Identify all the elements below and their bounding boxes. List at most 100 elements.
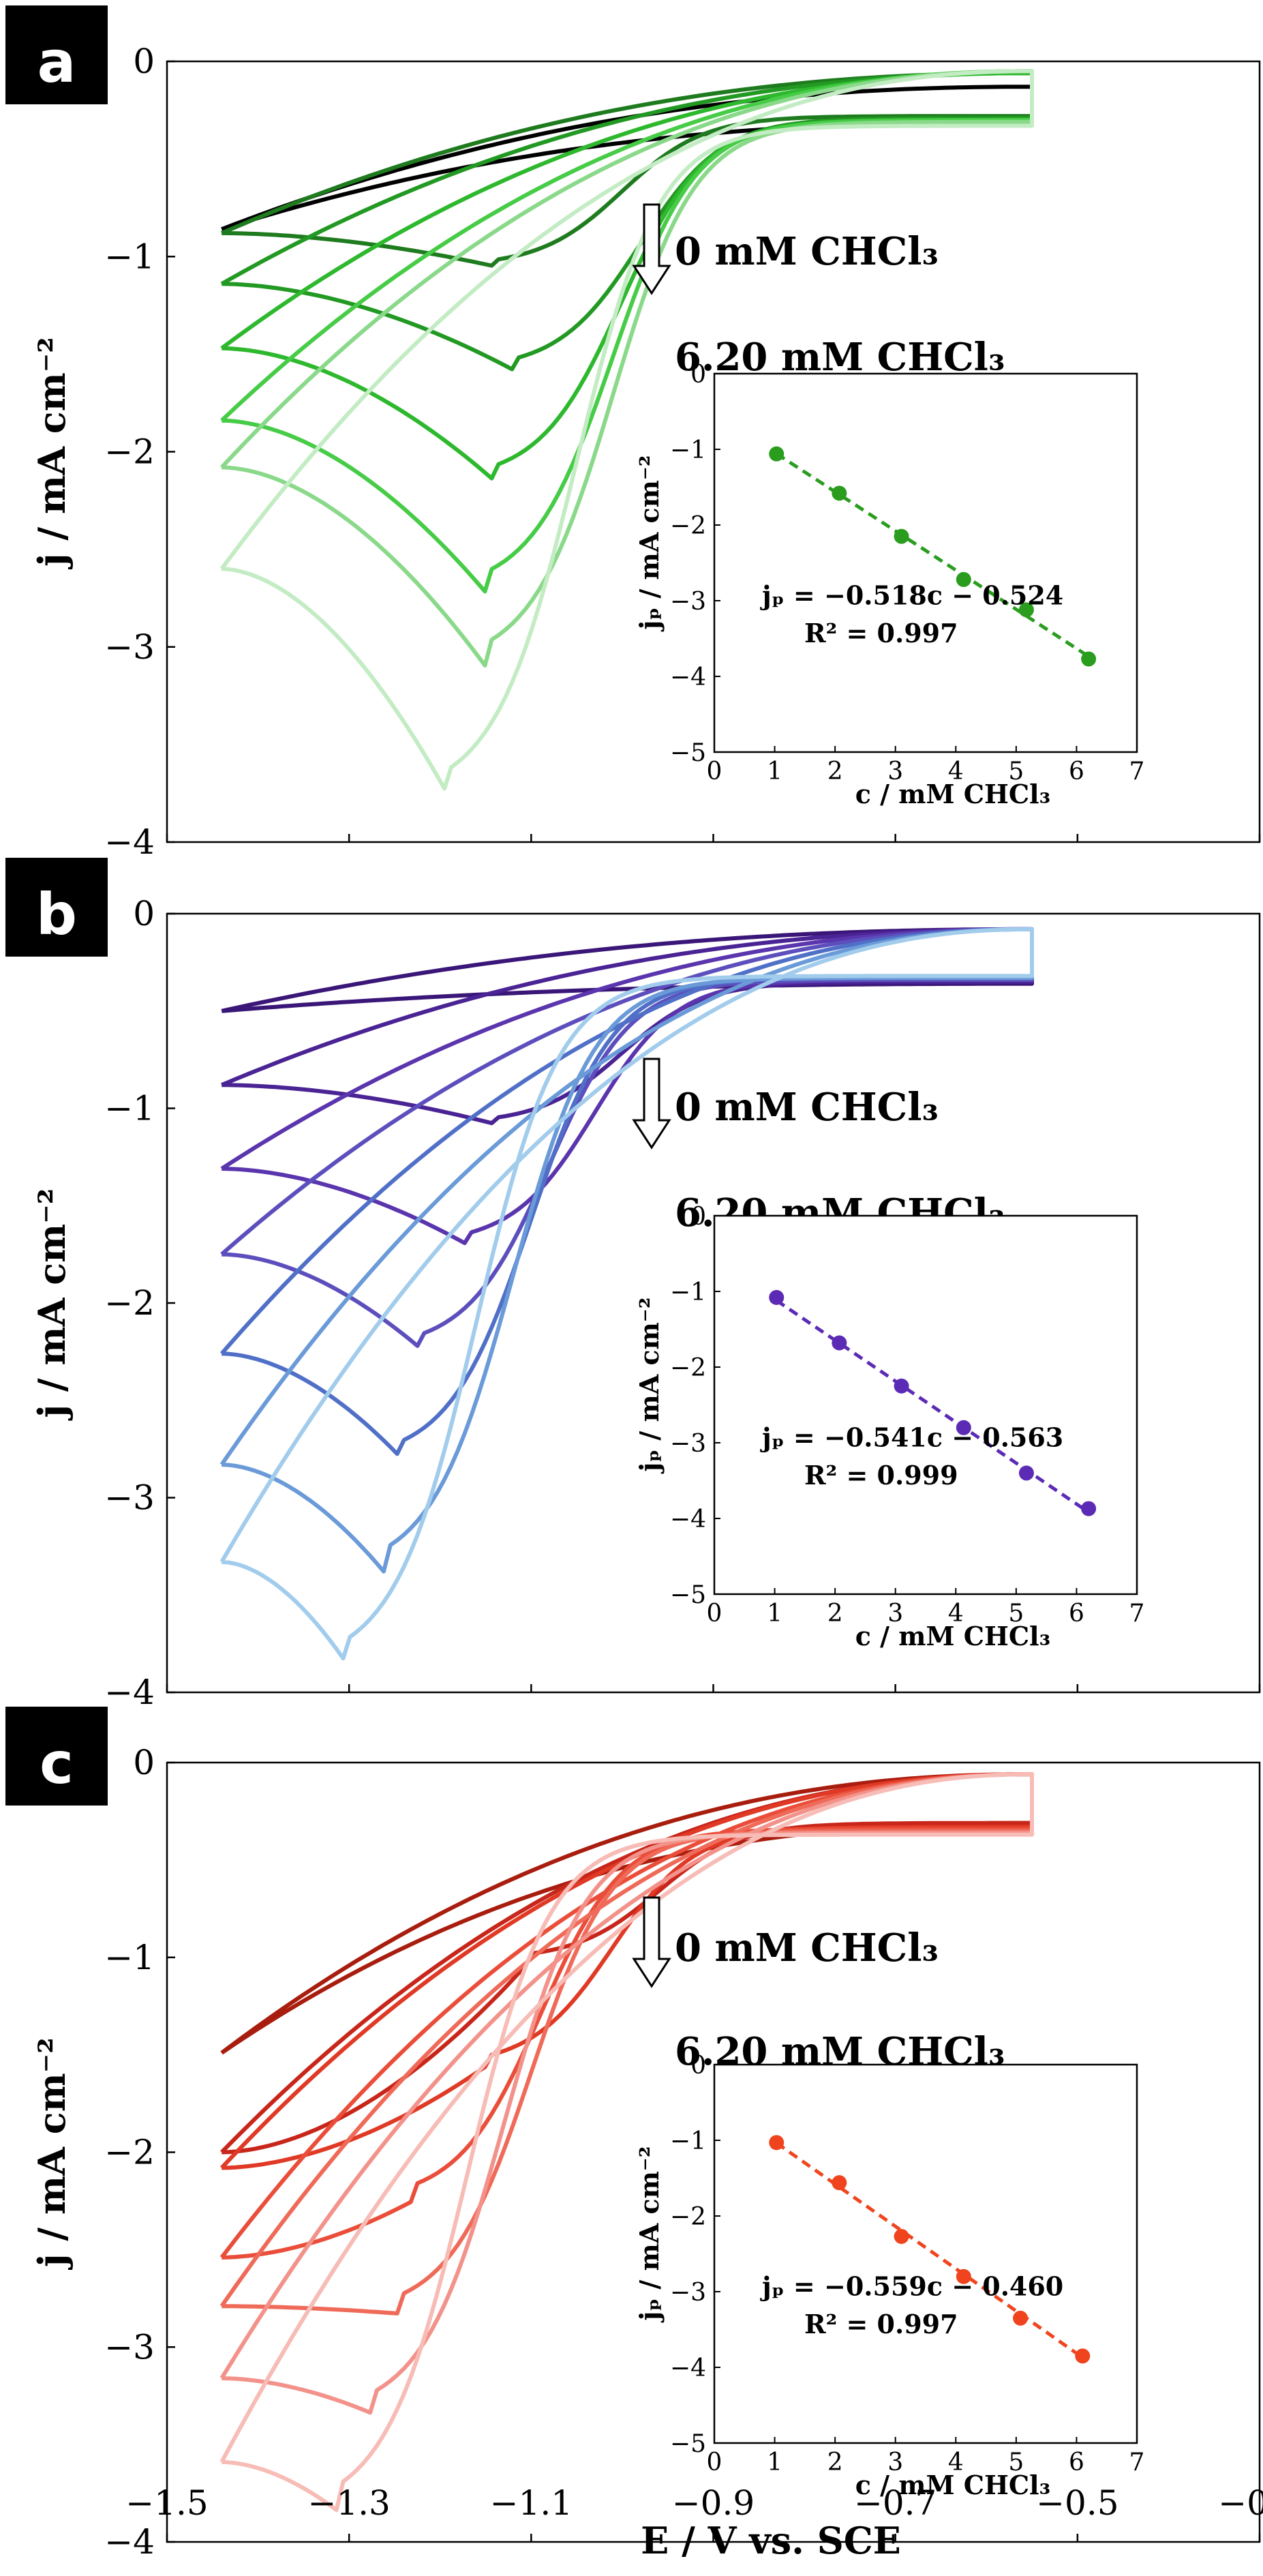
inset-equation: jₚ = −0.541c − 0.563 — [760, 1422, 1063, 1453]
inset-data-point — [894, 528, 909, 544]
x-tick-label: −0.9 — [672, 2483, 755, 2523]
inset-y-tick-label: 0 — [690, 361, 706, 389]
cv-curve — [219, 1772, 1034, 2513]
x-tick-label: −1.3 — [307, 2483, 390, 2523]
cv-curve — [219, 69, 1034, 791]
inset-data-point — [769, 2135, 785, 2151]
inset-y-tick-label: 0 — [690, 2052, 706, 2080]
inset-y-tick-label: −4 — [670, 663, 706, 691]
inset-y-axis-title: jₚ / mA cm⁻² — [634, 1298, 665, 1474]
inset-x-tick-label: 4 — [948, 1600, 964, 1628]
inset-x-tick-label: 5 — [1008, 2448, 1024, 2476]
inset-equation: jₚ = −0.518c − 0.524 — [760, 580, 1063, 611]
inset-data-point — [832, 2175, 847, 2191]
y-tick-label: 0 — [133, 894, 155, 933]
y-tick-label: 0 — [133, 1743, 155, 1782]
inset-x-tick-label: 0 — [707, 1600, 722, 1628]
inset-frame — [713, 372, 1138, 753]
shared-x-axis: −1.5 −1.3 −1.1 −0.9 −0.7 −0.5 −0.3 — [125, 2483, 1263, 2523]
y-tick-label: −1 — [104, 1089, 155, 1128]
inset-y-tick-label: 0 — [690, 1203, 706, 1231]
inset-chart: 0 1 2 3 4 5 6 7 0 −1 −2 −3 −4 −5 c / mM CHCl₃ jₚ / mA c… — [634, 1203, 1144, 1651]
inset-r-squared: R² = 0.999 — [804, 1460, 958, 1491]
inset-data-point — [1081, 1501, 1097, 1516]
inset-data-point — [956, 1420, 971, 1435]
inset-x-tick-label: 4 — [948, 758, 964, 785]
inset-x-axis-title: c / mM CHCl₃ — [855, 2470, 1050, 2500]
inset-y-tick-label: −3 — [670, 1430, 706, 1458]
x-tick-label: −0.5 — [1036, 2483, 1119, 2523]
annotation-end-concentration: 6.20 mM CHCl₃ — [675, 335, 1005, 380]
y-tick-label: −3 — [104, 1478, 155, 1518]
cv-curve — [220, 1772, 1034, 2055]
inset-equation: jₚ = −0.559c − 0.460 — [760, 2271, 1063, 2302]
inset-x-tick-label: 7 — [1129, 758, 1145, 785]
inset-data-point — [894, 2228, 909, 2244]
inset-data-point — [894, 1378, 909, 1394]
inset-x-axis-title: c / mM CHCl₃ — [855, 779, 1050, 809]
inset-x-tick-label: 6 — [1069, 2448, 1084, 2476]
inset-y-tick-label: −1 — [670, 2127, 706, 2155]
inset-x-tick-label: 3 — [887, 1600, 903, 1628]
inset-data-point — [956, 571, 971, 587]
inset-y-tick-label: −5 — [670, 1581, 706, 1609]
inset-x-tick-label: 1 — [767, 758, 782, 785]
panel-label: b — [36, 881, 77, 948]
inset-data-point — [769, 446, 785, 462]
inset-data-point — [769, 1289, 785, 1305]
annotation-start-concentration: 0 mM CHCl₃ — [675, 229, 939, 274]
concentration-arrow-icon — [632, 203, 671, 295]
y-axis-title: j / mA cm⁻² — [30, 1188, 74, 1422]
panel-label-badge — [5, 5, 108, 104]
inset-data-point — [1018, 1465, 1034, 1481]
y-tick-label: −4 — [104, 2522, 155, 2562]
y-tick-label: −1 — [104, 237, 155, 276]
inset-x-tick-label: 6 — [1069, 1600, 1084, 1628]
inset-x-tick-label: 5 — [1008, 1600, 1024, 1628]
y-axis-title: j / mA cm⁻² — [30, 337, 74, 570]
inset-y-tick-label: −3 — [670, 588, 706, 616]
inset-frame — [713, 1214, 1138, 1596]
inset-x-tick-label: 0 — [707, 2448, 722, 2476]
y-axis-title: j / mA cm⁻² — [30, 2037, 74, 2271]
inset-r-squared: R² = 0.997 — [804, 618, 958, 648]
inset-fit-line — [775, 1299, 1090, 1514]
inset-x-tick-label: 0 — [707, 758, 722, 785]
annotation-start-concentration: 0 mM CHCl₃ — [675, 1085, 939, 1130]
cv-curve — [220, 71, 1034, 372]
concentration-arrow-icon — [632, 1058, 671, 1150]
inset-y-tick-label: −1 — [670, 436, 706, 464]
x-tick-label: −0.3 — [1218, 2483, 1263, 2523]
inset-chart: 0 1 2 3 4 5 6 7 0 −1 −2 −3 −4 −5 c / mM CHCl₃ jₚ / mA c… — [634, 2052, 1144, 2500]
inset-frame — [713, 2063, 1138, 2444]
concentration-arrow-icon — [632, 1896, 671, 1988]
inset-x-tick-label: 2 — [827, 1600, 843, 1628]
inset-x-tick-label: 7 — [1129, 2448, 1145, 2476]
x-axis-title: E / V vs. SCE — [641, 2519, 901, 2562]
inset-y-tick-label: −5 — [670, 739, 706, 767]
inset-y-axis-title: jₚ / mA cm⁻² — [634, 455, 665, 632]
y-tick-label: −3 — [104, 2327, 155, 2367]
inset-x-tick-label: 1 — [767, 1600, 782, 1628]
y-tick-label: −1 — [104, 1938, 155, 1977]
inset-x-tick-label: 1 — [767, 2448, 782, 2476]
panel-label-badge — [5, 858, 108, 957]
y-tick-label: −3 — [104, 627, 155, 667]
inset-y-axis-title: jₚ / mA cm⁻² — [634, 2146, 665, 2323]
inset-y-tick-label: −2 — [670, 512, 706, 540]
panel-label: a — [37, 29, 76, 95]
cv-curve — [219, 927, 1034, 1661]
y-tick-label: −4 — [104, 822, 155, 862]
inset-data-point — [1013, 2310, 1029, 2326]
x-tick-label: −1.1 — [490, 2483, 573, 2523]
panel-a-chart: 0 −1 −2 −3 −4 j / mA cm⁻² a 0 mM CHCl₃ 6.20 mM C… — [5, 5, 1261, 862]
inset-chart: 0 1 2 3 4 5 6 7 0 −1 −2 −3 −4 −5 c / mM CHCl₃ jₚ / mA c… — [634, 361, 1144, 809]
inset-x-tick-label: 7 — [1129, 1600, 1145, 1628]
x-tick-label: −0.7 — [854, 2483, 937, 2523]
y-tick-label: −2 — [104, 1283, 155, 1323]
y-tick-label: 0 — [133, 42, 155, 81]
inset-y-tick-label: −4 — [670, 2354, 706, 2382]
y-tick-label: −2 — [104, 432, 155, 472]
